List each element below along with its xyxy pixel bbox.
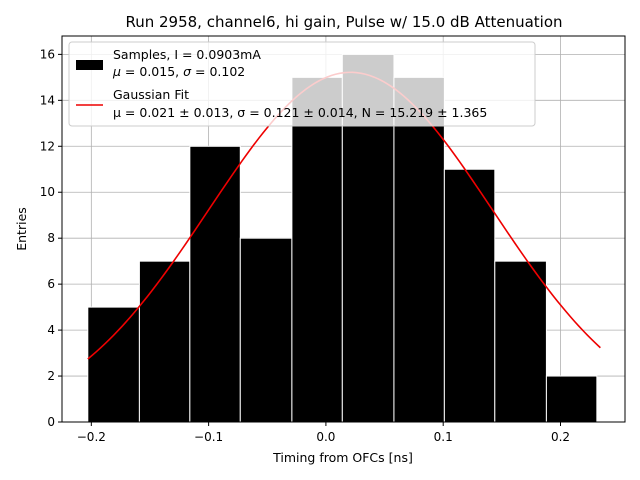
histogram-bar [87,306,140,423]
x-axis-ticks: −0.2 −0.1 0.0 0.1 0.2 [77,422,570,444]
histogram-bar [545,375,598,423]
x-tick-label: 0.2 [551,430,570,444]
histogram-bar [239,237,293,423]
y-tick-label: 6 [47,277,55,291]
chart-title: Run 2958, channel6, hi gain, Pulse w/ 15… [125,13,562,31]
histogram-bar [291,76,343,423]
y-axis-ticks: 0 2 4 6 8 10 12 14 16 [40,47,62,429]
legend-stats-fit: μ = 0.021 ± 0.013, σ = 0.121 ± 0.014, N … [113,105,487,120]
y-tick-label: 8 [47,231,55,245]
y-tick-label: 2 [47,369,55,383]
legend-swatch-samples [76,60,103,70]
x-tick-label: 0.0 [316,430,335,444]
y-tick-label: 14 [40,93,55,107]
y-tick-label: 12 [40,139,55,153]
x-tick-label: 0.1 [434,430,453,444]
legend-label-fit: Gaussian Fit [113,87,189,102]
legend-box [68,41,536,127]
histogram-bar [494,260,547,423]
y-axis-label: Entries [14,207,29,251]
legend: Samples, I = 0.0903mA μ = 0.015, σ = 0.1… [68,41,536,127]
x-tick-label: −0.2 [77,430,106,444]
legend-label-samples: Samples, I = 0.0903mA [113,47,261,62]
y-tick-label: 16 [40,47,55,61]
histogram-bar [393,76,445,423]
legend-stats-samples: μ = 0.015, σ = 0.102 [112,64,245,79]
x-tick-label: −0.1 [194,430,223,444]
histogram-bar [138,260,191,423]
y-tick-label: 4 [47,323,55,337]
y-tick-label: 0 [47,415,55,429]
x-axis-label: Timing from OFCs [ns] [272,450,413,465]
histogram-bar [443,168,496,423]
y-tick-label: 10 [40,185,55,199]
histogram-bar [189,145,241,423]
plot-frame [61,35,626,423]
